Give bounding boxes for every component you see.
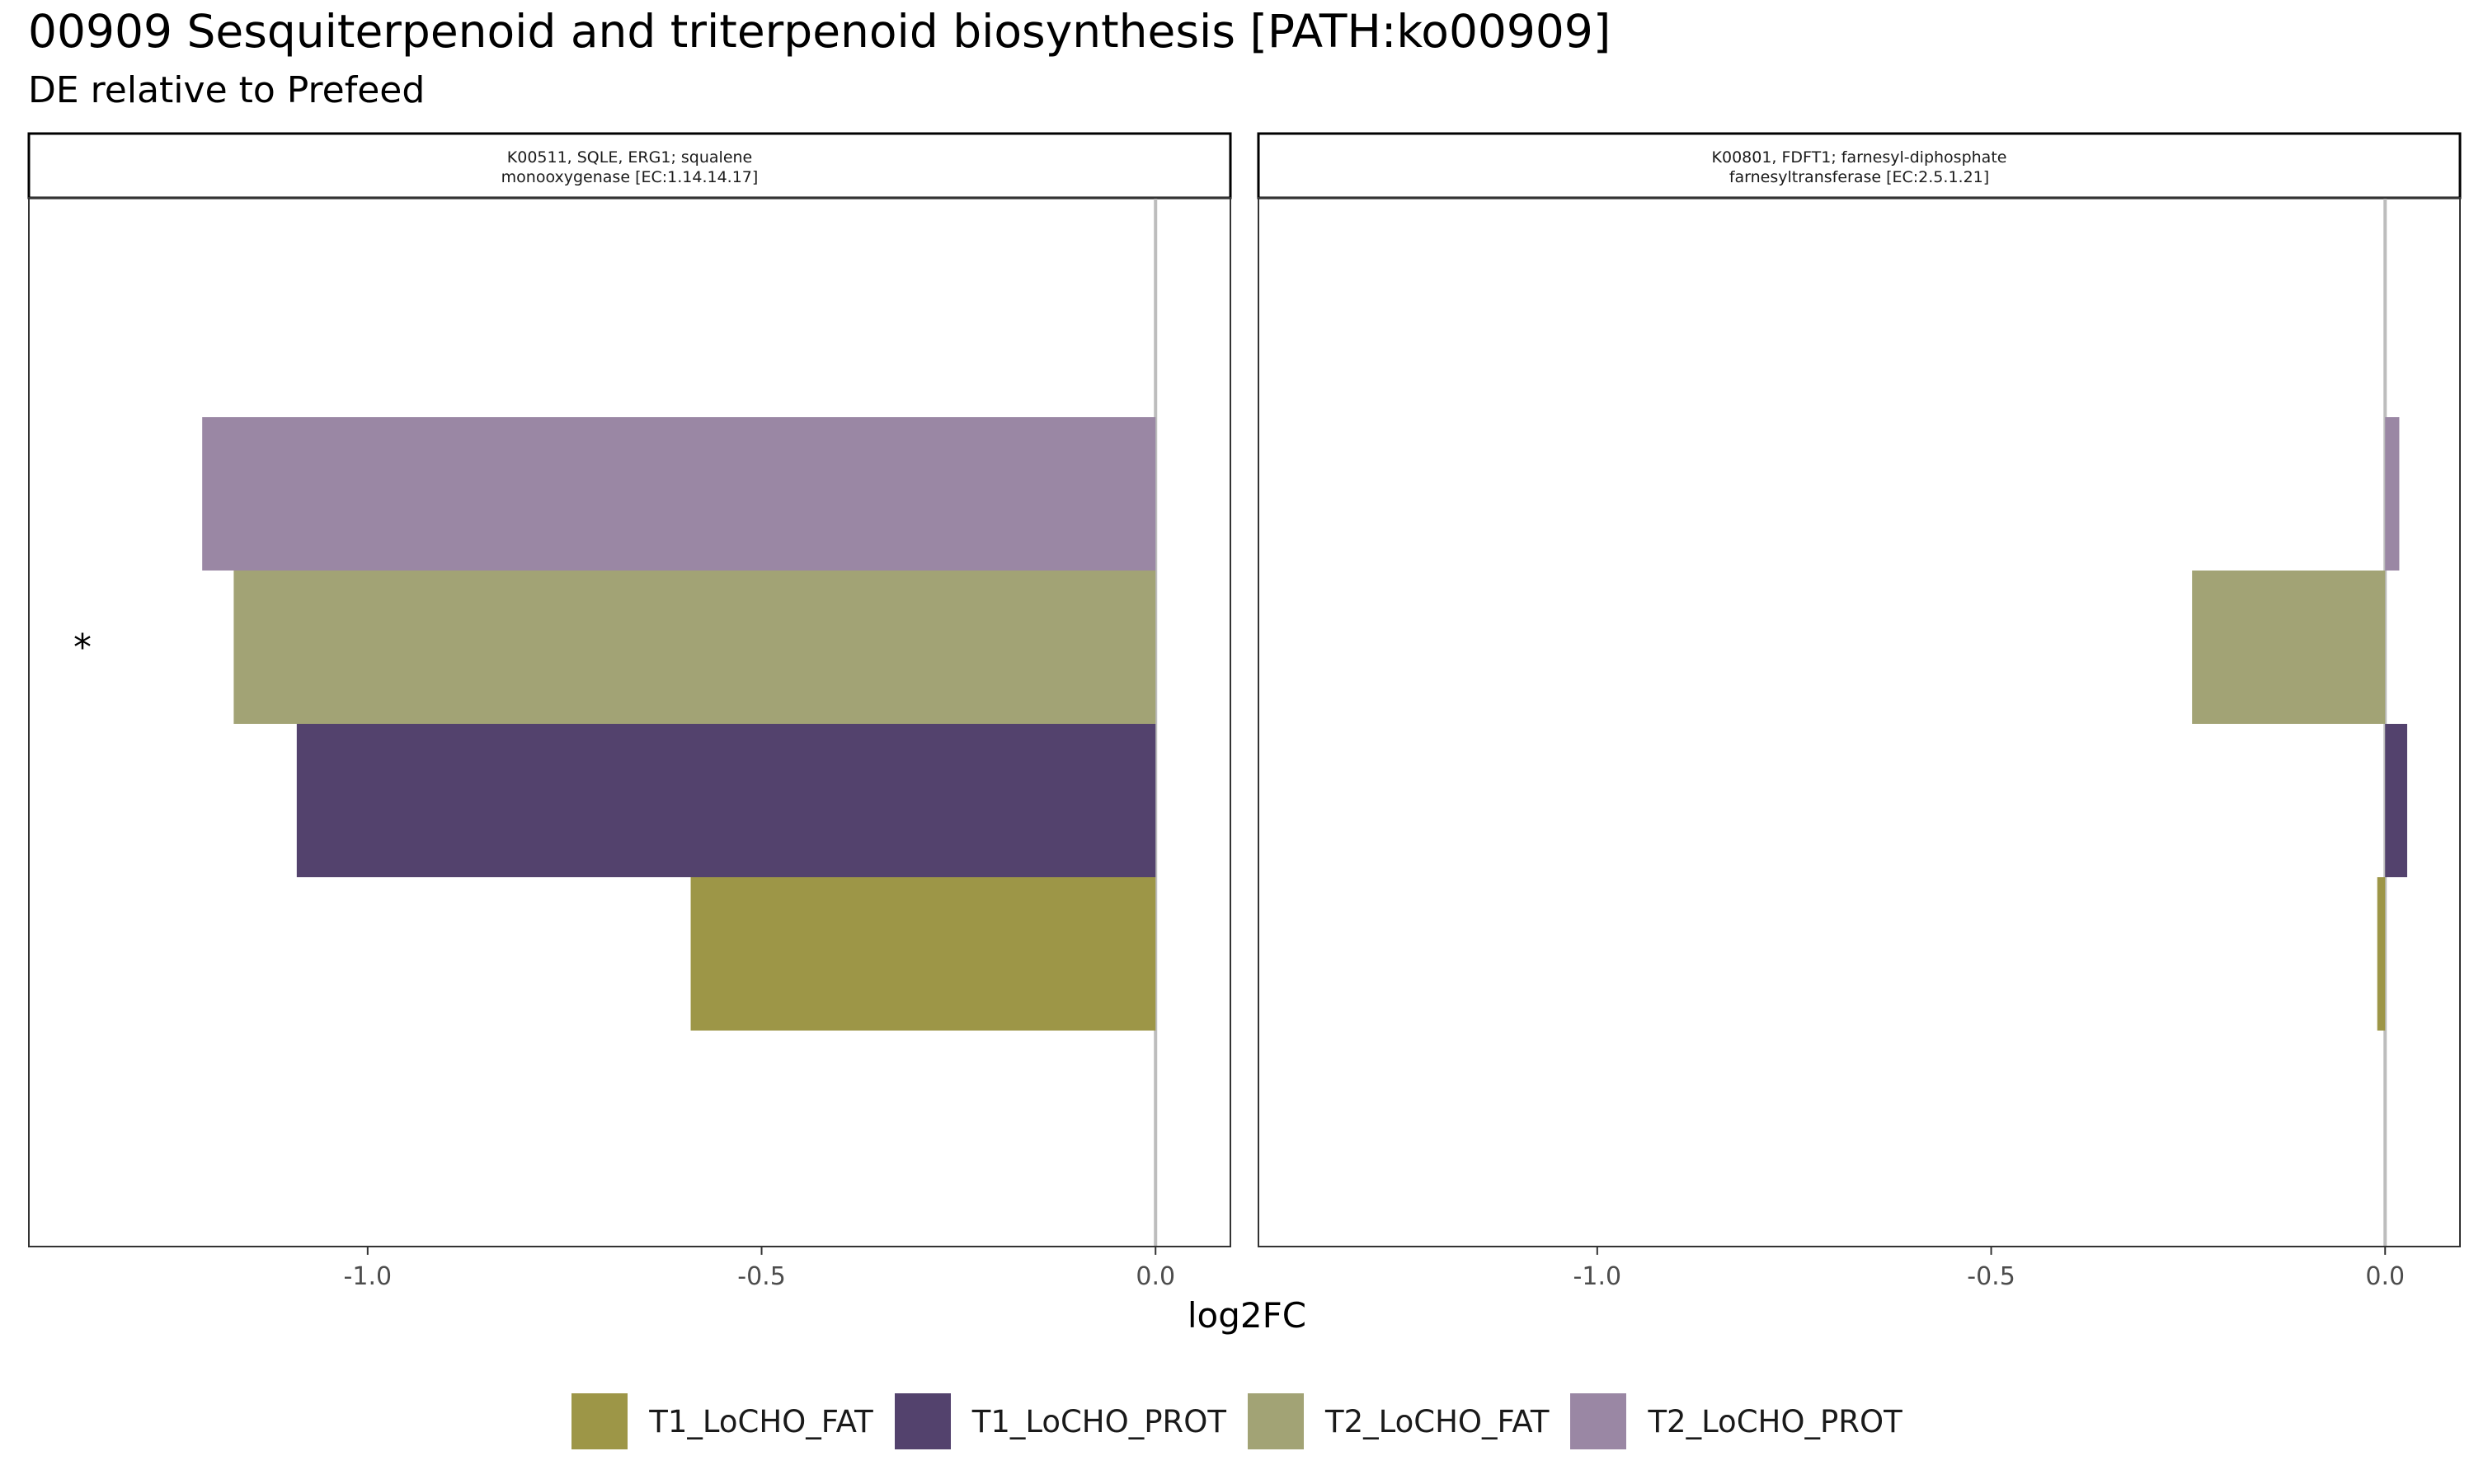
legend-item: T2_LoCHO_FAT	[1248, 1393, 1549, 1449]
x-tick-label: 0.0	[2365, 1262, 2405, 1291]
legend-label: T1_LoCHO_PROT	[971, 1403, 1226, 1439]
bar-t1-locho-prot	[296, 724, 1156, 877]
legend-item: T1_LoCHO_PROT	[894, 1393, 1226, 1449]
chart-subtitle: DE relative to Prefeed	[28, 69, 426, 111]
bar-t2-locho-prot	[202, 417, 1156, 571]
bar-t1-locho-fat	[690, 877, 1156, 1031]
panel-border	[1258, 197, 2461, 1247]
facet-bar-chart: K00511, SQLE, ERG1; squalenemonooxygenas…	[27, 132, 2462, 1336]
panel-border	[28, 197, 1231, 1247]
legend-item: T2_LoCHO_PROT	[1570, 1393, 1903, 1449]
x-tick-label: -1.0	[1573, 1262, 1622, 1291]
facet-strip-label-line1: K00511, SQLE, ERG1; squalene	[507, 148, 752, 167]
legend-label: T2_LoCHO_FAT	[1325, 1403, 1550, 1439]
x-tick-label: -1.0	[344, 1262, 393, 1291]
facet-strip-label-line2: farnesyltransferase [EC:2.5.1.21]	[1729, 168, 1989, 186]
legend: T1_LoCHO_FAT T1_LoCHO_PROT T2_LoCHO_FAT T2_…	[0, 1392, 2474, 1451]
significance-marker: *	[73, 627, 92, 669]
facet-strip	[1257, 132, 2462, 200]
legend-label: T2_LoCHO_PROT	[1648, 1403, 1903, 1439]
bar-t2-locho-fat	[233, 571, 1156, 724]
bar-t1-locho-prot	[2385, 724, 2407, 877]
facet-strip-label-line1: K00801, FDFT1; farnesyl-diphosphate	[1712, 148, 2007, 167]
legend-label: T1_LoCHO_FAT	[649, 1403, 873, 1439]
legend-swatch	[894, 1393, 951, 1449]
legend-swatch	[1248, 1393, 1304, 1449]
legend-swatch	[1570, 1393, 1627, 1449]
x-axis-title: log2FC	[1188, 1295, 1306, 1336]
legend-swatch	[571, 1393, 628, 1449]
x-tick-label: -0.5	[737, 1262, 786, 1291]
x-tick-label: 0.0	[1136, 1262, 1175, 1291]
x-tick-label: -0.5	[1967, 1262, 2015, 1291]
bar-t2-locho-prot	[2385, 417, 2400, 571]
bar-t1-locho-fat	[2377, 877, 2386, 1031]
facet-strip-label-line2: monooxygenase [EC:1.14.14.17]	[501, 168, 759, 186]
legend-item: T1_LoCHO_FAT	[571, 1393, 873, 1449]
chart-title: 00909 Sesquiterpenoid and triterpenoid b…	[28, 5, 1611, 58]
bar-t2-locho-fat	[2192, 571, 2386, 724]
